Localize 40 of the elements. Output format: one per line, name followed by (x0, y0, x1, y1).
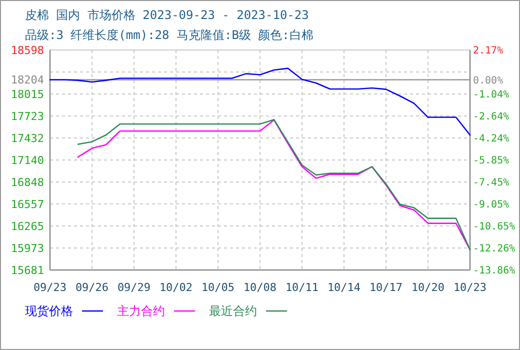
legend-label: 主力合约 (117, 304, 165, 318)
x-tick-label: 10/17 (369, 281, 403, 294)
x-tick-label: 09/26 (75, 281, 109, 294)
y-tick-label: 15681 (10, 264, 44, 277)
y-tick-label: 18598 (10, 44, 44, 57)
x-tick-label: 10/08 (243, 281, 277, 294)
chart-title: 皮棉 国内 市场价格 2023-09-23 - 2023-10-23 (25, 8, 309, 22)
y2-tick-label: -1.04% (473, 90, 510, 101)
y-tick-label: 16557 (10, 198, 44, 211)
y2-tick-label: -5.85% (473, 156, 510, 167)
y2-tick-label: -12.26% (473, 244, 516, 255)
y-tick-label: 18204 (10, 74, 44, 87)
y-tick-label: 17432 (10, 132, 44, 145)
x-tick-label: 10/23 (453, 281, 487, 294)
y2-tick-label: 0.00% (473, 75, 504, 86)
x-tick-label: 10/20 (411, 281, 445, 294)
line-series (77, 119, 471, 250)
legend-label: 现货价格 (25, 304, 73, 318)
y-tick-label: 17140 (10, 154, 44, 167)
line-series (49, 68, 471, 136)
y2-tick-label: -2.64% (473, 112, 510, 123)
x-tick-label: 10/14 (327, 281, 361, 294)
y-tick-label: 16265 (10, 220, 44, 233)
y2-tick-label: -9.05% (473, 199, 510, 210)
y-tick-label: 16848 (10, 176, 44, 189)
x-tick-label: 10/02 (159, 281, 193, 294)
y-tick-label: 18015 (10, 88, 44, 101)
x-tick-label: 09/23 (33, 281, 67, 294)
y2-tick-label: -4.24% (473, 133, 510, 144)
y2-tick-label: -13.86% (473, 266, 516, 276)
chart-subtitle: 品级:3 纤维长度(mm):28 马克隆值:B级 颜色:白棉 (25, 28, 314, 42)
y2-tick-label: -7.45% (473, 178, 510, 189)
y2-tick-label: -10.65% (473, 221, 516, 232)
y-tick-label: 17723 (10, 110, 44, 123)
x-tick-label: 10/05 (201, 281, 235, 294)
x-tick-label: 10/11 (285, 281, 319, 294)
legend-label: 最近合约 (209, 304, 257, 318)
y-tick-label: 15973 (10, 242, 44, 255)
x-tick-label: 09/29 (117, 281, 151, 294)
y2-tick-label: 2.17% (473, 46, 504, 56)
